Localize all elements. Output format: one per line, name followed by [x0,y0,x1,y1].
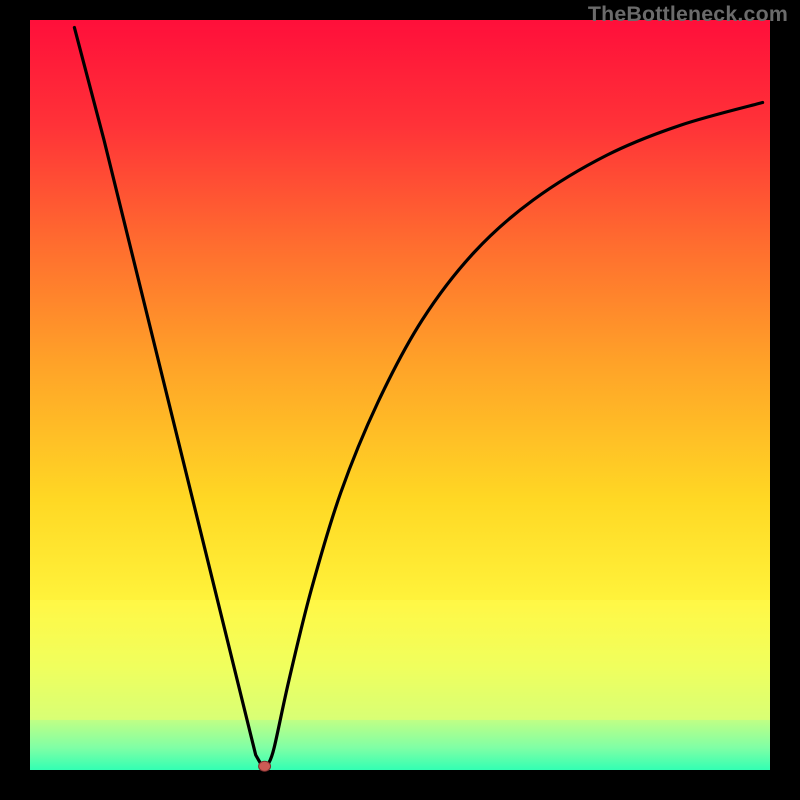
chart-svg [0,0,800,800]
minimum-marker [259,761,271,771]
yellow-band [30,600,770,720]
watermark: TheBottleneck.com [588,2,788,27]
chart-stage: TheBottleneck.com [0,0,800,800]
